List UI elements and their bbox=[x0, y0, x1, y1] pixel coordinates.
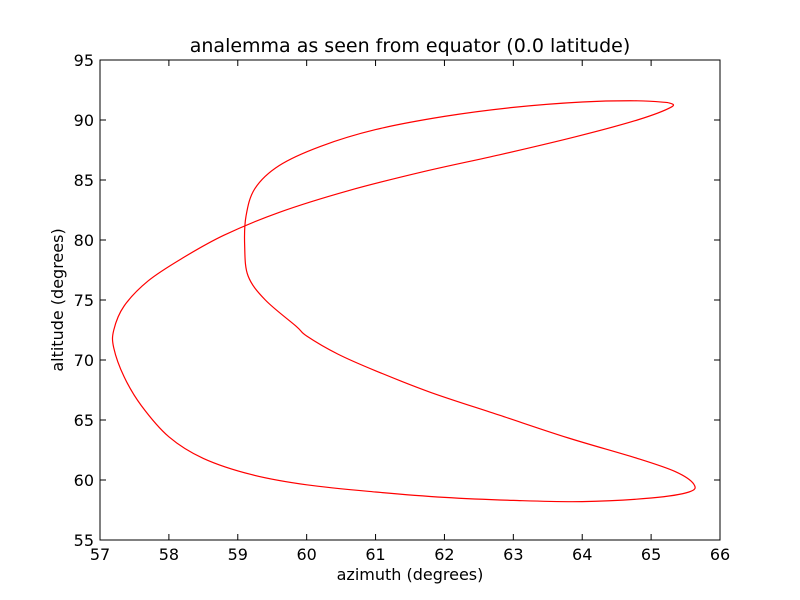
x-tick-label: 61 bbox=[365, 545, 385, 564]
ticks-layer: 57 58 59 60 61 62 63 64 65 66 55 60 65 70 75 80 85 90 95 bbox=[74, 51, 731, 564]
x-tick-label: 58 bbox=[159, 545, 179, 564]
plot-frame bbox=[99, 59, 721, 541]
x-axis-label: azimuth (degrees) bbox=[337, 565, 484, 584]
x-tick-label: 59 bbox=[228, 545, 248, 564]
y-tick-label: 80 bbox=[74, 231, 94, 250]
y-tick-label: 55 bbox=[74, 531, 94, 550]
y-tick-label: 90 bbox=[74, 111, 94, 130]
series-layer bbox=[111, 100, 696, 503]
y-tick-label: 70 bbox=[74, 351, 94, 370]
x-tick-label: 60 bbox=[296, 545, 316, 564]
y-tick-label: 60 bbox=[74, 471, 94, 490]
y-tick-label: 95 bbox=[74, 51, 94, 70]
x-tick-label: 63 bbox=[503, 545, 523, 564]
x-tick-label: 66 bbox=[710, 545, 730, 564]
x-tick-label: 65 bbox=[641, 545, 661, 564]
x-tick-label: 57 bbox=[90, 545, 110, 564]
x-tick-label: 64 bbox=[572, 545, 592, 564]
y-tick-label: 85 bbox=[74, 171, 94, 190]
y-axis-label: altitude (degrees) bbox=[48, 228, 67, 371]
y-tick-label: 65 bbox=[74, 411, 94, 430]
y-tick-label: 75 bbox=[74, 291, 94, 310]
x-tick-label: 62 bbox=[434, 545, 454, 564]
series-line-0 bbox=[111, 100, 696, 503]
chart-title: analemma as seen from equator (0.0 latit… bbox=[190, 35, 631, 57]
